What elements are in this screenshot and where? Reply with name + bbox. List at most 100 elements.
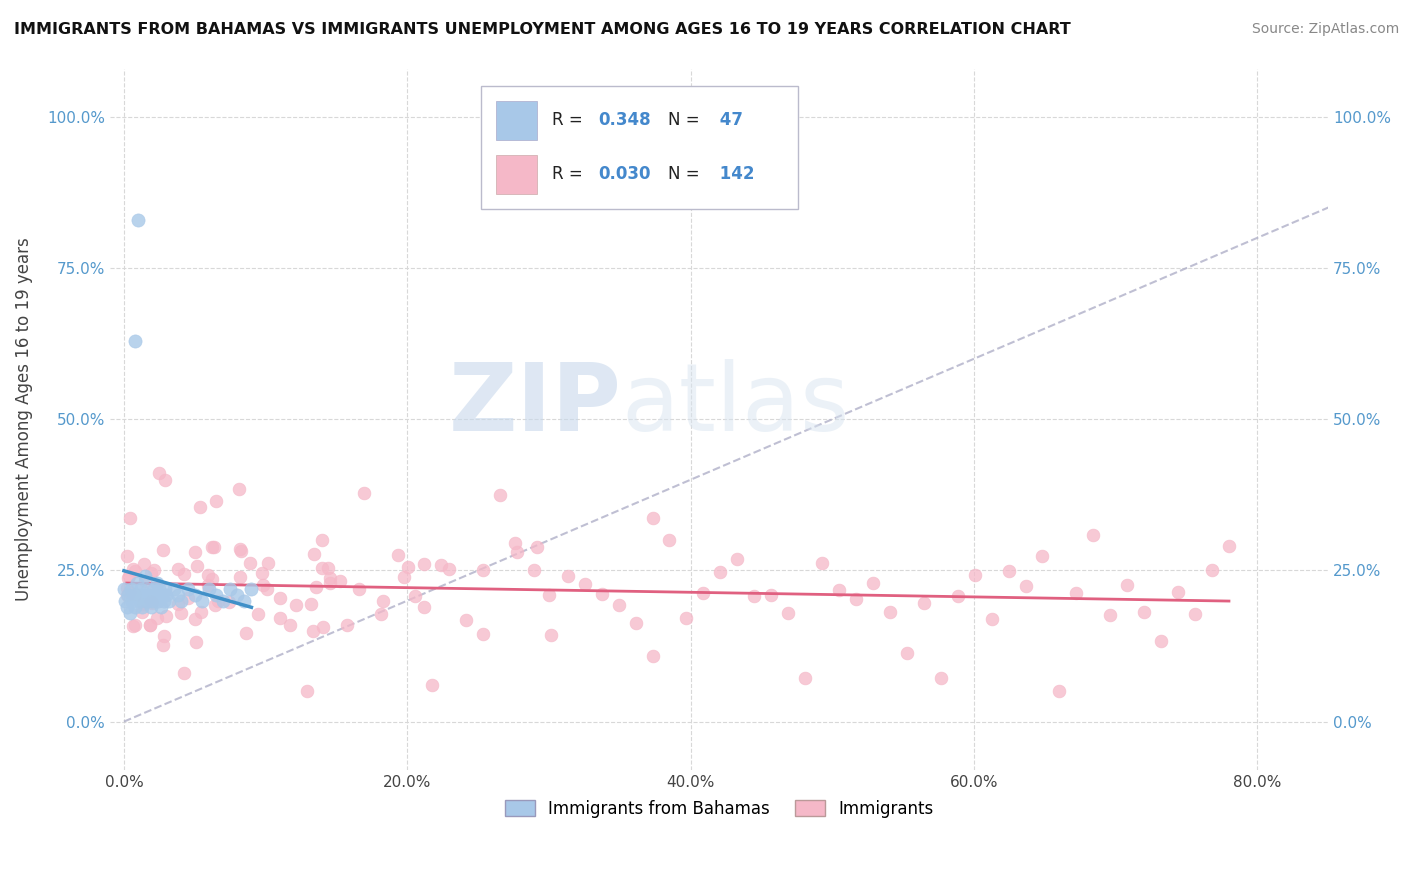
Point — [761, 588, 783, 602]
Point — [302, 547, 325, 561]
Point — [641, 511, 664, 525]
Point — [778, 606, 800, 620]
Point — [124, 586, 146, 600]
Point — [139, 594, 162, 608]
Point — [256, 582, 278, 596]
Point — [132, 588, 155, 602]
Point — [233, 593, 256, 607]
Point — [643, 648, 665, 663]
Point — [862, 576, 884, 591]
Text: IMMIGRANTS FROM BAHAMAS VS IMMIGRANTS UNEMPLOYMENT AMONG AGES 16 TO 19 YEARS COR: IMMIGRANTS FROM BAHAMAS VS IMMIGRANTS UN… — [14, 22, 1071, 37]
Point — [412, 557, 434, 571]
Point — [207, 594, 229, 608]
Point — [153, 582, 176, 596]
Point — [226, 588, 249, 602]
Point — [121, 593, 143, 607]
Point — [125, 575, 148, 590]
Point — [117, 571, 139, 585]
Point — [219, 582, 242, 596]
Point — [184, 634, 207, 648]
Point — [124, 617, 146, 632]
Point — [139, 566, 162, 580]
Point — [879, 605, 901, 619]
Point — [115, 588, 138, 602]
Point — [204, 598, 226, 612]
Point — [145, 575, 167, 590]
Point — [128, 593, 150, 607]
Point — [169, 593, 191, 607]
Point — [139, 618, 162, 632]
Point — [329, 574, 352, 588]
Point — [997, 564, 1019, 578]
Point — [146, 611, 169, 625]
Point — [557, 568, 579, 582]
Point — [153, 473, 176, 487]
Point — [149, 599, 172, 614]
Point — [204, 493, 226, 508]
Point — [229, 570, 252, 584]
Point — [392, 570, 415, 584]
Point — [312, 620, 335, 634]
Point — [239, 556, 262, 570]
Point — [129, 582, 152, 596]
Point — [1116, 578, 1139, 592]
Point — [1133, 605, 1156, 619]
Point — [114, 593, 136, 607]
Point — [157, 593, 180, 607]
Legend: Immigrants from Bahamas, Immigrants: Immigrants from Bahamas, Immigrants — [498, 794, 941, 825]
Y-axis label: Unemployment Among Ages 16 to 19 years: Unemployment Among Ages 16 to 19 years — [15, 237, 32, 601]
Text: atlas: atlas — [621, 359, 849, 451]
Point — [1031, 549, 1053, 563]
Point — [316, 561, 339, 575]
Text: Source: ZipAtlas.com: Source: ZipAtlas.com — [1251, 22, 1399, 37]
Point — [295, 684, 318, 698]
Point — [454, 613, 477, 627]
Point — [155, 609, 177, 624]
Point — [197, 567, 219, 582]
Point — [302, 624, 325, 638]
Point — [138, 588, 160, 602]
Point — [136, 582, 159, 596]
Text: R =: R = — [553, 112, 588, 129]
Point — [247, 607, 270, 622]
Point — [201, 540, 224, 554]
Point — [166, 562, 188, 576]
Point — [188, 500, 211, 514]
FancyBboxPatch shape — [481, 86, 799, 209]
Point — [173, 666, 195, 681]
Point — [1099, 608, 1122, 623]
Point — [138, 618, 160, 632]
Point — [118, 584, 141, 599]
Point — [349, 582, 371, 596]
Point — [319, 571, 342, 585]
Point — [1218, 539, 1240, 553]
Point — [141, 596, 163, 610]
Point — [503, 536, 526, 550]
Point — [166, 597, 188, 611]
Point — [176, 582, 198, 596]
Point — [134, 574, 156, 589]
Point — [120, 582, 142, 596]
Point — [132, 557, 155, 571]
Point — [127, 212, 149, 227]
Point — [1083, 528, 1105, 542]
Point — [228, 482, 250, 496]
Point — [319, 575, 342, 590]
Point — [170, 606, 193, 620]
Point — [1201, 563, 1223, 577]
Point — [540, 628, 562, 642]
Point — [353, 485, 375, 500]
Point — [1049, 684, 1071, 698]
Point — [845, 592, 868, 607]
Point — [946, 589, 969, 603]
Point — [912, 595, 935, 609]
Point — [124, 599, 146, 614]
Point — [152, 593, 174, 607]
Point — [1014, 579, 1036, 593]
Point — [231, 544, 253, 558]
Point — [437, 562, 460, 576]
Point — [537, 588, 560, 602]
Point — [591, 587, 613, 601]
Point — [709, 565, 731, 579]
Point — [118, 569, 141, 583]
